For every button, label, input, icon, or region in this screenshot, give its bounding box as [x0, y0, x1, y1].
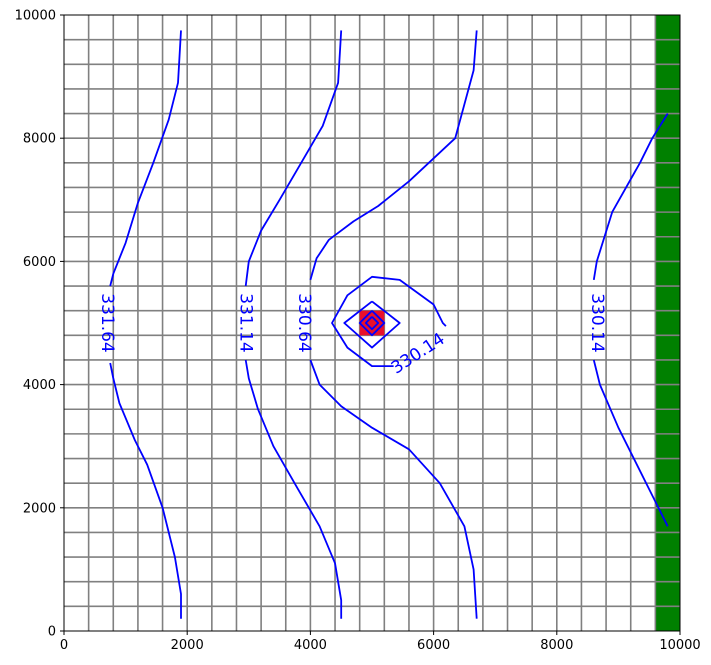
axes-frame	[63, 14, 681, 632]
contour-line	[331, 275, 447, 367]
x-tick-label: 10000	[659, 638, 700, 653]
contour-label: 330.14	[587, 293, 607, 352]
y-tick-label: 2000	[23, 501, 56, 516]
contour-label: 331.14	[236, 293, 256, 352]
contour-line	[309, 359, 478, 619]
contour-lines	[109, 30, 669, 619]
contour-line	[109, 30, 182, 287]
contour-line	[244, 359, 343, 619]
axis-ticks: 0 2000 4000 6000 8000 10000 0 2000 4000 6000 8000 1…	[15, 9, 701, 654]
contour-line	[343, 300, 401, 349]
y-tick-label: 0	[48, 625, 56, 640]
y-tick-label: 6000	[23, 255, 56, 270]
y-tick-label: 10000	[15, 9, 56, 24]
x-tick-label: 2000	[171, 638, 204, 653]
contour-label: 331.64	[97, 293, 117, 352]
contour-line	[592, 359, 669, 527]
x-tick-label: 8000	[540, 638, 573, 653]
contour-line	[309, 30, 478, 281]
contour-line	[592, 113, 669, 281]
y-tick-label: 8000	[23, 132, 56, 147]
x-tick-label: 6000	[417, 638, 450, 653]
well-cell	[359, 310, 385, 336]
y-tick-label: 4000	[23, 378, 56, 393]
contour-line	[244, 30, 343, 287]
x-tick-label: 4000	[294, 638, 327, 653]
model-grid	[64, 15, 680, 631]
contour-line	[358, 310, 386, 337]
contour-line	[364, 316, 380, 331]
boundary-layer	[655, 15, 680, 631]
contour-label: 330.64	[294, 293, 314, 352]
contour-line	[109, 362, 182, 619]
well-layer	[359, 310, 385, 336]
boundary-column	[655, 15, 680, 631]
x-tick-label: 0	[60, 638, 68, 653]
